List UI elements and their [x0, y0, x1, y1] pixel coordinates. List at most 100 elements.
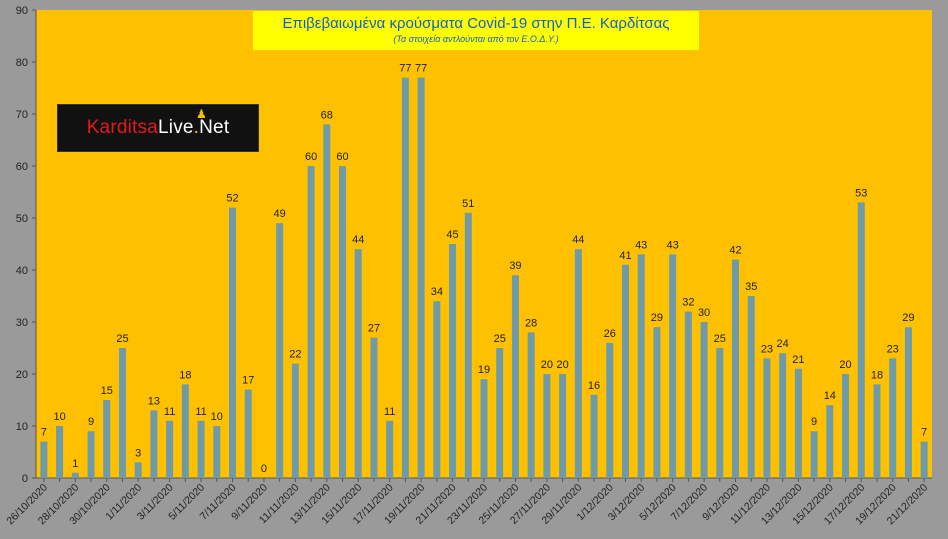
bar [213, 426, 221, 478]
bar [276, 223, 284, 478]
bar-data-label: 41 [619, 250, 631, 262]
bar [433, 301, 441, 478]
bar [197, 420, 205, 478]
bar [794, 368, 802, 478]
bar-data-label: 19 [478, 364, 490, 376]
bar [181, 384, 189, 478]
bar-data-label: 68 [321, 109, 333, 121]
bar-data-label: 20 [556, 359, 568, 371]
bar [747, 296, 755, 478]
bar [339, 166, 347, 478]
bar [732, 259, 740, 478]
bar [71, 472, 79, 478]
bar-data-label: 42 [729, 245, 741, 257]
bar-data-label: 18 [179, 369, 191, 381]
bar-data-label: 30 [698, 307, 710, 319]
y-tick-label: 50 [16, 213, 28, 225]
bar-data-label: 60 [336, 151, 348, 163]
bar-data-label: 28 [525, 317, 537, 329]
karditsalive-logo: ♟ KarditsaLive.Net [57, 104, 259, 152]
chart-subtitle: (Τα στοιχεία αντλούνται από τον Ε.Ο.Δ.Υ.… [393, 34, 559, 44]
logo-figure-icon: ♟ [196, 107, 207, 121]
bar [87, 431, 95, 478]
bar [779, 353, 787, 478]
y-tick-label: 0 [22, 473, 28, 485]
y-tick-label: 60 [16, 161, 28, 173]
bar-data-label: 34 [431, 286, 443, 298]
y-tick-label: 10 [16, 421, 28, 433]
bar [889, 358, 897, 478]
bar-data-label: 3 [135, 447, 141, 459]
bar [684, 311, 692, 478]
bar [826, 405, 834, 478]
bar [449, 244, 457, 478]
bar-data-label: 20 [541, 359, 553, 371]
bar [669, 254, 677, 478]
y-tick-label: 20 [16, 369, 28, 381]
bar-data-label: 29 [651, 312, 663, 324]
bar [606, 342, 614, 478]
logo-text: KarditsaLive.Net [86, 117, 230, 138]
bar-data-label: 45 [446, 229, 458, 241]
bar [920, 441, 928, 478]
bar [228, 207, 236, 478]
y-tick-label: 80 [16, 57, 28, 69]
bar [873, 384, 881, 478]
bar-data-label: 27 [368, 323, 380, 335]
bar [763, 358, 771, 478]
bar-data-label: 77 [399, 63, 411, 75]
bar [543, 374, 551, 478]
bar [590, 394, 598, 478]
bar [653, 327, 661, 478]
bar [480, 379, 488, 478]
bar-data-label: 25 [494, 333, 506, 345]
chart-title: Επιβεβαιωμένα κρούσματα Covid-19 στην Π.… [282, 15, 670, 32]
bar [386, 420, 394, 478]
bar-data-label: 24 [777, 338, 789, 350]
bar-data-label: 44 [352, 234, 364, 246]
bar-data-label: 29 [902, 312, 914, 324]
bar-data-label: 7 [41, 427, 47, 439]
bar-data-label: 13 [148, 395, 160, 407]
bar-data-label: 22 [289, 349, 301, 361]
y-tick-label: 40 [16, 265, 28, 277]
y-tick-label: 30 [16, 317, 28, 329]
bar-data-label: 7 [921, 427, 927, 439]
bar [134, 462, 142, 478]
bar [716, 348, 724, 478]
bar-data-label: 10 [53, 411, 65, 423]
bar [150, 410, 158, 478]
bar-data-label: 10 [211, 411, 223, 423]
bar-data-label: 0 [261, 463, 267, 475]
bar-data-label: 26 [604, 328, 616, 340]
bar-data-label: 43 [635, 239, 647, 251]
bar-data-label: 18 [871, 369, 883, 381]
bar-data-label: 16 [588, 380, 600, 392]
bar-data-label: 32 [682, 297, 694, 309]
bar-data-label: 60 [305, 151, 317, 163]
bar [401, 77, 409, 478]
bar-data-label: 15 [101, 385, 113, 397]
bar-data-label: 77 [415, 63, 427, 75]
bar-data-label: 1 [72, 458, 78, 470]
bar [291, 363, 299, 478]
bar [574, 249, 582, 478]
bar-data-label: 39 [509, 260, 521, 272]
bar [244, 389, 252, 478]
bar-data-label: 11 [164, 406, 175, 418]
y-tick-label: 70 [16, 109, 28, 121]
bar [637, 254, 645, 478]
bar [370, 337, 378, 478]
bar-data-label: 43 [667, 239, 679, 251]
bar [904, 327, 912, 478]
bar-data-label: 20 [839, 359, 851, 371]
bar [307, 166, 315, 478]
bar-data-label: 25 [116, 333, 128, 345]
bar-data-label: 11 [195, 406, 206, 418]
bar [559, 374, 567, 478]
bar [842, 374, 850, 478]
bar [621, 264, 629, 478]
bar-data-label: 44 [572, 234, 584, 246]
bar-data-label: 21 [792, 354, 804, 366]
